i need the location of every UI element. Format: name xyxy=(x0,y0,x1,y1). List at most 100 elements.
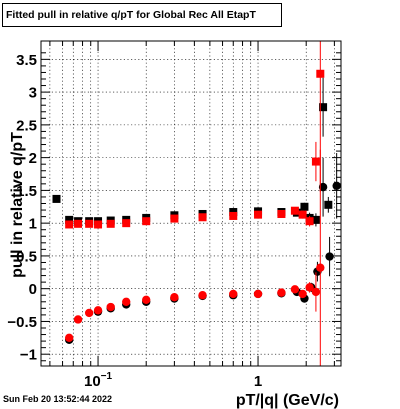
data-point xyxy=(106,302,115,312)
circle-marker xyxy=(198,291,207,300)
square-marker xyxy=(290,206,299,215)
circle-marker xyxy=(106,302,115,312)
circle-marker xyxy=(253,289,263,299)
circle-marker xyxy=(316,263,325,272)
data-point xyxy=(74,219,83,228)
data-point xyxy=(170,292,179,302)
data-point xyxy=(52,194,61,203)
y-axis-label: pull in relative q/pT xyxy=(9,132,26,278)
data-point xyxy=(324,196,333,213)
data-point xyxy=(106,219,115,228)
circle-marker xyxy=(277,288,286,297)
y-tick-label: 3.5 xyxy=(16,52,37,69)
square-marker xyxy=(65,215,74,224)
y-tick-label: −1 xyxy=(20,347,37,364)
circle-marker xyxy=(298,289,307,299)
grid-lines xyxy=(41,41,341,366)
data-point xyxy=(84,308,94,318)
data-point xyxy=(253,289,263,299)
y-tick-label: 1.5 xyxy=(16,183,37,200)
chart-title: Fitted pull in relative q/pT for Global … xyxy=(2,3,282,27)
timestamp: Sun Feb 20 13:52:44 2022 xyxy=(3,394,113,404)
square-marker xyxy=(65,220,74,229)
square-marker xyxy=(170,214,179,223)
circle-marker xyxy=(290,285,300,294)
circle-marker xyxy=(73,315,83,324)
data-point xyxy=(198,213,207,222)
data-point xyxy=(142,217,151,226)
data-points xyxy=(52,41,341,366)
data-point xyxy=(93,306,103,315)
square-marker xyxy=(319,103,328,112)
data-point xyxy=(318,157,328,217)
x-tick-label: 1 xyxy=(254,373,262,390)
y-tick-label: 0.5 xyxy=(16,248,37,265)
data-point xyxy=(311,141,320,182)
data-point xyxy=(198,291,207,300)
y-tick-label: 3 xyxy=(29,85,37,102)
square-marker xyxy=(316,69,325,78)
square-marker xyxy=(142,217,151,226)
circle-marker xyxy=(93,306,103,315)
data-point xyxy=(170,214,179,223)
data-point xyxy=(332,153,341,219)
data-point xyxy=(277,288,286,297)
y-tick-label: −0.5 xyxy=(7,314,37,331)
circle-marker xyxy=(311,287,321,297)
data-point xyxy=(64,333,74,343)
data-point xyxy=(300,202,309,211)
square-marker xyxy=(52,194,61,203)
square-marker xyxy=(311,215,320,224)
square-marker xyxy=(198,213,207,222)
data-point xyxy=(277,209,286,218)
circle-marker xyxy=(170,292,179,302)
circle-marker xyxy=(305,283,314,292)
data-point xyxy=(73,315,83,324)
plot-frame xyxy=(40,40,342,367)
data-point xyxy=(65,220,74,229)
data-point xyxy=(319,77,328,137)
data-point xyxy=(311,272,321,312)
circle-marker xyxy=(142,295,151,305)
data-point xyxy=(122,297,131,306)
square-marker xyxy=(311,157,320,166)
data-point xyxy=(290,206,299,215)
data-point xyxy=(305,215,314,227)
square-marker xyxy=(254,210,263,219)
square-marker xyxy=(229,211,238,220)
data-point xyxy=(85,219,94,228)
data-point xyxy=(94,220,103,229)
data-point xyxy=(229,211,238,220)
circle-marker xyxy=(64,333,74,343)
circle-marker xyxy=(122,297,131,306)
square-marker xyxy=(305,217,314,226)
square-marker xyxy=(300,202,309,211)
data-point xyxy=(305,282,314,293)
data-point xyxy=(325,236,334,277)
x-tick-label: 10−1 xyxy=(84,371,113,390)
square-marker xyxy=(298,210,307,219)
data-point xyxy=(229,289,238,299)
circle-marker xyxy=(332,181,341,191)
data-point xyxy=(298,289,307,299)
square-marker xyxy=(324,200,333,209)
y-tick-label: 2 xyxy=(29,150,37,167)
circle-marker xyxy=(229,289,238,299)
data-point xyxy=(142,295,151,305)
square-marker xyxy=(74,219,83,228)
data-point xyxy=(311,213,320,227)
data-point xyxy=(290,285,300,294)
square-marker xyxy=(106,219,115,228)
square-marker xyxy=(122,219,131,228)
circle-marker xyxy=(325,252,334,261)
data-point xyxy=(316,149,325,366)
data-point xyxy=(298,210,307,219)
square-marker xyxy=(94,220,103,229)
circle-marker xyxy=(84,308,94,318)
data-point xyxy=(254,210,263,219)
data-point xyxy=(122,219,131,228)
circle-marker xyxy=(318,182,328,192)
x-axis-label: pT/|q| (GeV/c) xyxy=(236,392,339,409)
square-marker xyxy=(85,219,94,228)
